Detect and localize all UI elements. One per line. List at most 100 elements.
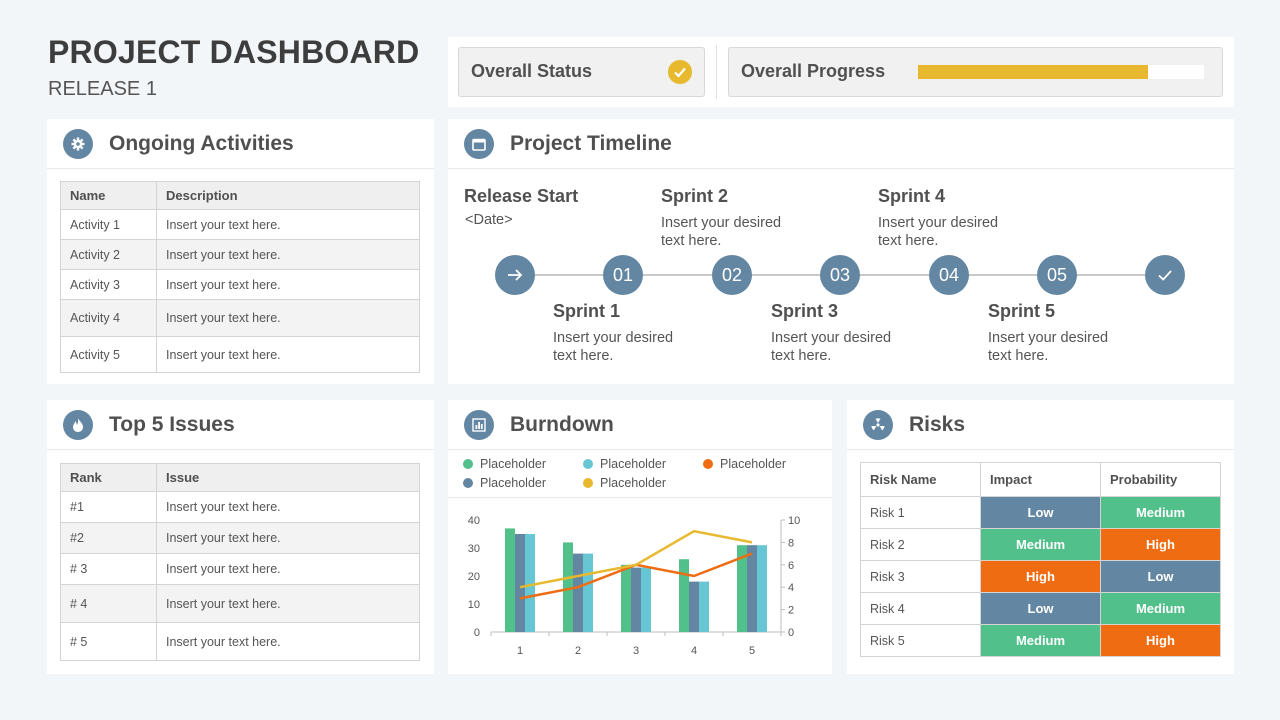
risk-name: Risk 5 <box>860 624 981 657</box>
legend-item: Placeholder <box>583 457 666 471</box>
table-row: Activity 1 Insert your text here. <box>60 209 420 240</box>
probability-badge: Low <box>1100 560 1221 593</box>
column-header: Probability <box>1100 462 1221 497</box>
table-row: # 5 Insert your text here. <box>60 622 420 661</box>
risk-name: Risk 2 <box>860 528 981 561</box>
top-issues-header: Top 5 Issues <box>47 400 434 450</box>
bar <box>505 528 515 632</box>
column-header: Rank <box>60 463 157 492</box>
sprint-3-title: Sprint 3 <box>771 301 839 321</box>
x-tick-label: 1 <box>517 645 523 657</box>
x-tick-label: 5 <box>749 645 755 657</box>
issues-table: Rank Issue #1 Insert your text here. #2 Ins… <box>60 463 420 661</box>
progress-fill <box>918 65 1149 79</box>
progress-track <box>918 65 1204 79</box>
release-start-date: <Date> <box>465 212 513 228</box>
sprint-4-title: Sprint 4 <box>878 186 946 206</box>
status-check-icon <box>668 60 692 84</box>
y-tick-label: 0 <box>474 627 480 639</box>
table-row: Risk 1 Low Medium <box>860 496 1221 529</box>
y-tick-label: 40 <box>468 515 480 527</box>
bar <box>641 567 651 632</box>
bar <box>573 553 583 632</box>
page-title: PROJECT DASHBOARD <box>48 34 420 70</box>
probability-badge: High <box>1100 624 1221 657</box>
x-tick-label: 4 <box>691 645 697 657</box>
x-tick-label: 2 <box>575 645 581 657</box>
impact-badge: Low <box>980 592 1101 625</box>
bar <box>525 534 535 632</box>
project-timeline-title: Project Timeline <box>510 132 672 155</box>
legend-item: Placeholder <box>463 476 546 490</box>
impact-badge: Medium <box>980 528 1101 561</box>
bar <box>621 564 631 632</box>
bar <box>631 567 641 632</box>
probability-badge: High <box>1100 528 1221 561</box>
table-row: Risk 4 Low Medium <box>860 592 1221 625</box>
y-tick-label: 10 <box>468 599 480 611</box>
x-tick-label: 3 <box>633 645 639 657</box>
y-tick-label: 20 <box>468 571 480 583</box>
probability-badge: Medium <box>1100 592 1221 625</box>
project-timeline-panel: Project Timeline <box>448 119 1234 384</box>
bar <box>515 534 525 632</box>
y2-tick-label: 6 <box>788 560 794 572</box>
bar <box>679 559 689 632</box>
bar <box>737 545 747 632</box>
table-row: # 3 Insert your text here. <box>60 553 420 585</box>
timeline-node-02: 02 <box>712 255 752 295</box>
ongoing-activities-header: Ongoing Activities <box>47 119 434 169</box>
legend-item: Placeholder <box>463 457 546 471</box>
burndown-header: Burndown <box>448 400 832 450</box>
impact-badge: Medium <box>980 624 1101 657</box>
risk-name: Risk 1 <box>860 496 981 529</box>
impact-badge: High <box>980 560 1101 593</box>
page-subtitle: RELEASE 1 <box>48 78 157 100</box>
table-row: Activity 2 Insert your text here. <box>60 239 420 270</box>
project-timeline-header: Project Timeline <box>448 119 1234 169</box>
table-row: Activity 3 Insert your text here. <box>60 269 420 300</box>
timeline-node-05: 05 <box>1037 255 1077 295</box>
sprint-2-desc: Insert your desired text here. <box>661 215 782 249</box>
series-line <box>519 529 753 589</box>
overall-status-label: Overall Status <box>471 61 593 81</box>
legend-item: Placeholder <box>703 457 786 471</box>
bar <box>699 581 709 632</box>
overall-status-card: Overall Status <box>458 47 705 97</box>
sprint-3-desc: Insert your desired text here. <box>771 330 892 364</box>
sprint-5-title: Sprint 5 <box>988 301 1056 321</box>
overall-progress-card: Overall Progress <box>728 47 1223 97</box>
radiation-icon <box>863 410 893 440</box>
column-header: Risk Name <box>860 462 981 497</box>
bar <box>689 581 699 632</box>
risks-title: Risks <box>909 413 966 436</box>
y2-tick-label: 4 <box>788 582 794 594</box>
overall-progress-label: Overall Progress <box>741 61 886 81</box>
probability-badge: Medium <box>1100 496 1221 529</box>
column-header: Name <box>60 181 157 210</box>
sprint-1-title: Sprint 1 <box>553 301 621 321</box>
timeline-node-03: 03 <box>820 255 860 295</box>
bar <box>757 545 767 632</box>
flame-icon <box>63 410 93 440</box>
gear-icon <box>63 129 93 159</box>
legend-swatch <box>703 459 713 469</box>
risk-name: Risk 4 <box>860 592 981 625</box>
table-row: Risk 3 High Low <box>860 560 1221 593</box>
status-bar: Overall Status Overall Progress <box>448 37 1234 107</box>
table-row: Risk 5 Medium High <box>860 624 1221 657</box>
y2-tick-label: 2 <box>788 605 794 617</box>
impact-badge: Low <box>980 496 1101 529</box>
legend-swatch <box>463 459 473 469</box>
table-row: Risk 2 Medium High <box>860 528 1221 561</box>
release-start-arrow-icon <box>495 255 535 295</box>
table-row: # 4 Insert your text here. <box>60 584 420 623</box>
calendar-icon <box>464 129 494 159</box>
risk-name: Risk 3 <box>860 560 981 593</box>
table-row: Activity 4 Insert your text here. <box>60 299 420 337</box>
risks-header: Risks <box>847 400 1234 450</box>
sprint-4-desc: Insert your desired text here. <box>878 215 999 249</box>
column-header: Description <box>156 181 420 210</box>
column-header: Impact <box>980 462 1101 497</box>
table-row: Activity 5 Insert your text here. <box>60 336 420 373</box>
